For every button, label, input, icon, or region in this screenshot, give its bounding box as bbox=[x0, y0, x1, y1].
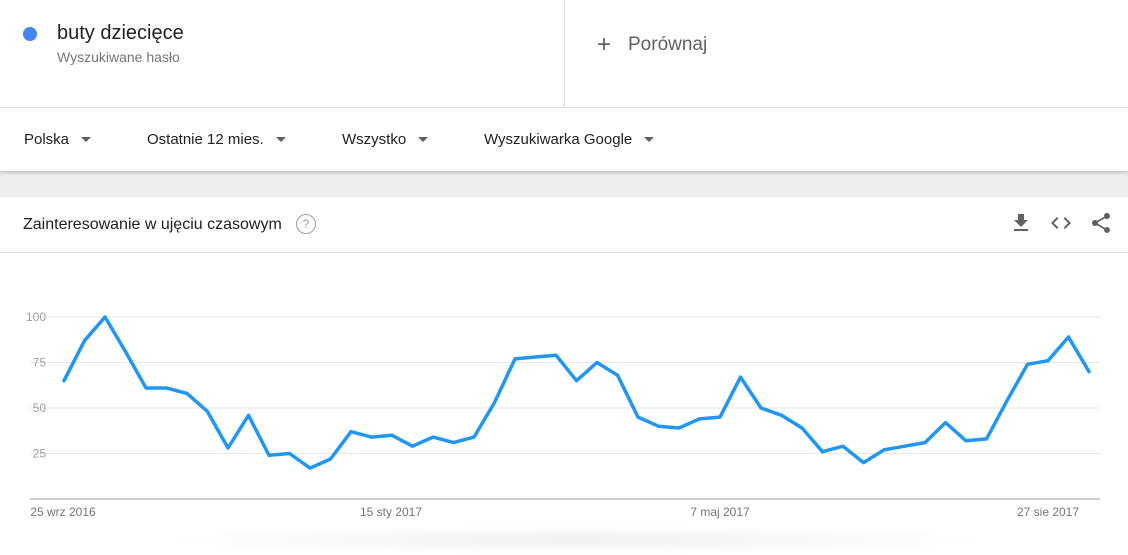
y-tick-label: 75 bbox=[33, 356, 47, 370]
data-point bbox=[370, 435, 373, 439]
x-tick-label: 25 wrz 2016 bbox=[30, 505, 96, 519]
data-point bbox=[1026, 362, 1029, 366]
data-point bbox=[534, 355, 537, 359]
compare-label: Porównaj bbox=[628, 34, 708, 55]
data-point bbox=[964, 439, 968, 443]
section-divider bbox=[0, 171, 1128, 197]
time-range-filter[interactable]: Ostatnie 12 mies. bbox=[147, 131, 286, 148]
data-point bbox=[944, 421, 947, 425]
data-point bbox=[1067, 335, 1070, 339]
time-range-filter-label: Ostatnie 12 mies. bbox=[147, 131, 264, 148]
data-point bbox=[124, 350, 127, 354]
data-point bbox=[390, 433, 394, 437]
category-filter-label: Wszystko bbox=[342, 131, 407, 148]
y-tick-label: 100 bbox=[26, 310, 46, 324]
caret-down-icon bbox=[275, 137, 286, 142]
data-point bbox=[267, 453, 271, 457]
share-icon[interactable] bbox=[1089, 211, 1113, 235]
card-shadow bbox=[150, 525, 1000, 555]
x-tick-label: 7 maj 2017 bbox=[690, 505, 750, 519]
search-type-filter[interactable]: Wyszukiwarka Google bbox=[484, 131, 655, 148]
data-point bbox=[821, 450, 824, 454]
card-title: Zainteresowanie w ujęciu czasowym bbox=[23, 216, 282, 233]
data-point bbox=[1087, 370, 1091, 374]
data-point bbox=[862, 461, 865, 465]
data-point bbox=[472, 435, 476, 439]
data-point bbox=[882, 448, 886, 452]
chart-grid bbox=[30, 316, 1100, 454]
search-term-type: Wyszukiwane hasło bbox=[57, 49, 180, 65]
series-color-dot bbox=[23, 27, 37, 41]
data-point bbox=[493, 401, 496, 404]
y-axis-labels: 100 75 50 25 bbox=[26, 310, 46, 461]
data-point bbox=[349, 430, 353, 434]
series-line[interactable] bbox=[62, 315, 1091, 470]
search-term-name[interactable]: buty dziecięce bbox=[57, 22, 184, 44]
data-point bbox=[1046, 359, 1050, 363]
data-point bbox=[800, 426, 804, 430]
category-filter[interactable]: Wszystko bbox=[342, 131, 429, 148]
caret-down-icon bbox=[81, 137, 92, 142]
data-point bbox=[759, 406, 763, 410]
data-point bbox=[431, 435, 435, 439]
data-point bbox=[1005, 399, 1009, 403]
card-header: Zainteresowanie w ujęciu czasowym ? bbox=[0, 197, 1128, 253]
y-tick-label: 50 bbox=[33, 401, 47, 415]
data-point bbox=[513, 357, 517, 361]
data-point bbox=[903, 444, 906, 448]
data-point bbox=[657, 424, 660, 428]
search-terms-bar: buty dziecięce Wyszukiwane hasło + Porów… bbox=[0, 0, 1128, 108]
data-points bbox=[62, 315, 1091, 470]
data-point bbox=[247, 413, 250, 417]
data-point bbox=[226, 446, 230, 450]
data-point bbox=[411, 444, 414, 448]
data-point bbox=[206, 410, 209, 414]
data-point bbox=[985, 437, 988, 441]
download-icon[interactable] bbox=[1009, 211, 1033, 235]
x-tick-label: 27 sie 2017 bbox=[1017, 505, 1079, 519]
data-point bbox=[452, 441, 455, 445]
data-point bbox=[698, 417, 701, 421]
plus-icon: + bbox=[596, 31, 611, 58]
data-point bbox=[595, 361, 599, 364]
embed-code-icon[interactable] bbox=[1049, 211, 1073, 235]
interest-over-time-card: Zainteresowanie w ujęciu czasowym ? 100 7… bbox=[0, 197, 1128, 544]
data-point bbox=[616, 373, 619, 377]
data-point bbox=[718, 415, 722, 419]
data-point bbox=[329, 457, 332, 461]
data-point bbox=[923, 441, 927, 445]
data-point bbox=[103, 315, 107, 319]
data-point bbox=[575, 379, 578, 383]
filters-bar: Polska Ostatnie 12 mies. Wszystko Wyszuk… bbox=[0, 108, 1128, 171]
compare-button[interactable]: + Porównaj bbox=[592, 31, 708, 58]
data-point bbox=[841, 444, 845, 448]
search-type-filter-label: Wyszukiwarka Google bbox=[484, 131, 633, 148]
data-point bbox=[739, 375, 742, 379]
data-point bbox=[780, 413, 783, 417]
caret-down-icon bbox=[644, 137, 655, 142]
region-filter[interactable]: Polska bbox=[24, 131, 92, 148]
question-icon[interactable]: ? bbox=[296, 214, 316, 234]
data-point bbox=[288, 452, 291, 455]
x-tick-label: 15 sty 2017 bbox=[360, 505, 422, 519]
caret-down-icon bbox=[418, 137, 429, 142]
search-term-card[interactable]: buty dziecięce Wyszukiwane hasło bbox=[0, 0, 565, 107]
data-point bbox=[83, 339, 86, 343]
data-point bbox=[554, 353, 558, 357]
region-filter-label: Polska bbox=[24, 131, 70, 148]
data-point bbox=[308, 466, 312, 470]
interest-line-chart[interactable]: 100 75 50 25 25 wrz 2016 15 sty 2017 7 maj 20… bbox=[0, 253, 1128, 544]
y-tick-label: 25 bbox=[33, 447, 47, 461]
data-point bbox=[677, 426, 681, 430]
data-point bbox=[636, 415, 640, 419]
data-point bbox=[144, 386, 148, 390]
data-point bbox=[62, 379, 66, 383]
x-axis-labels: 25 wrz 2016 15 sty 2017 7 maj 2017 27 sie 2… bbox=[30, 505, 1079, 519]
data-point bbox=[165, 386, 168, 390]
data-point bbox=[185, 391, 189, 395]
